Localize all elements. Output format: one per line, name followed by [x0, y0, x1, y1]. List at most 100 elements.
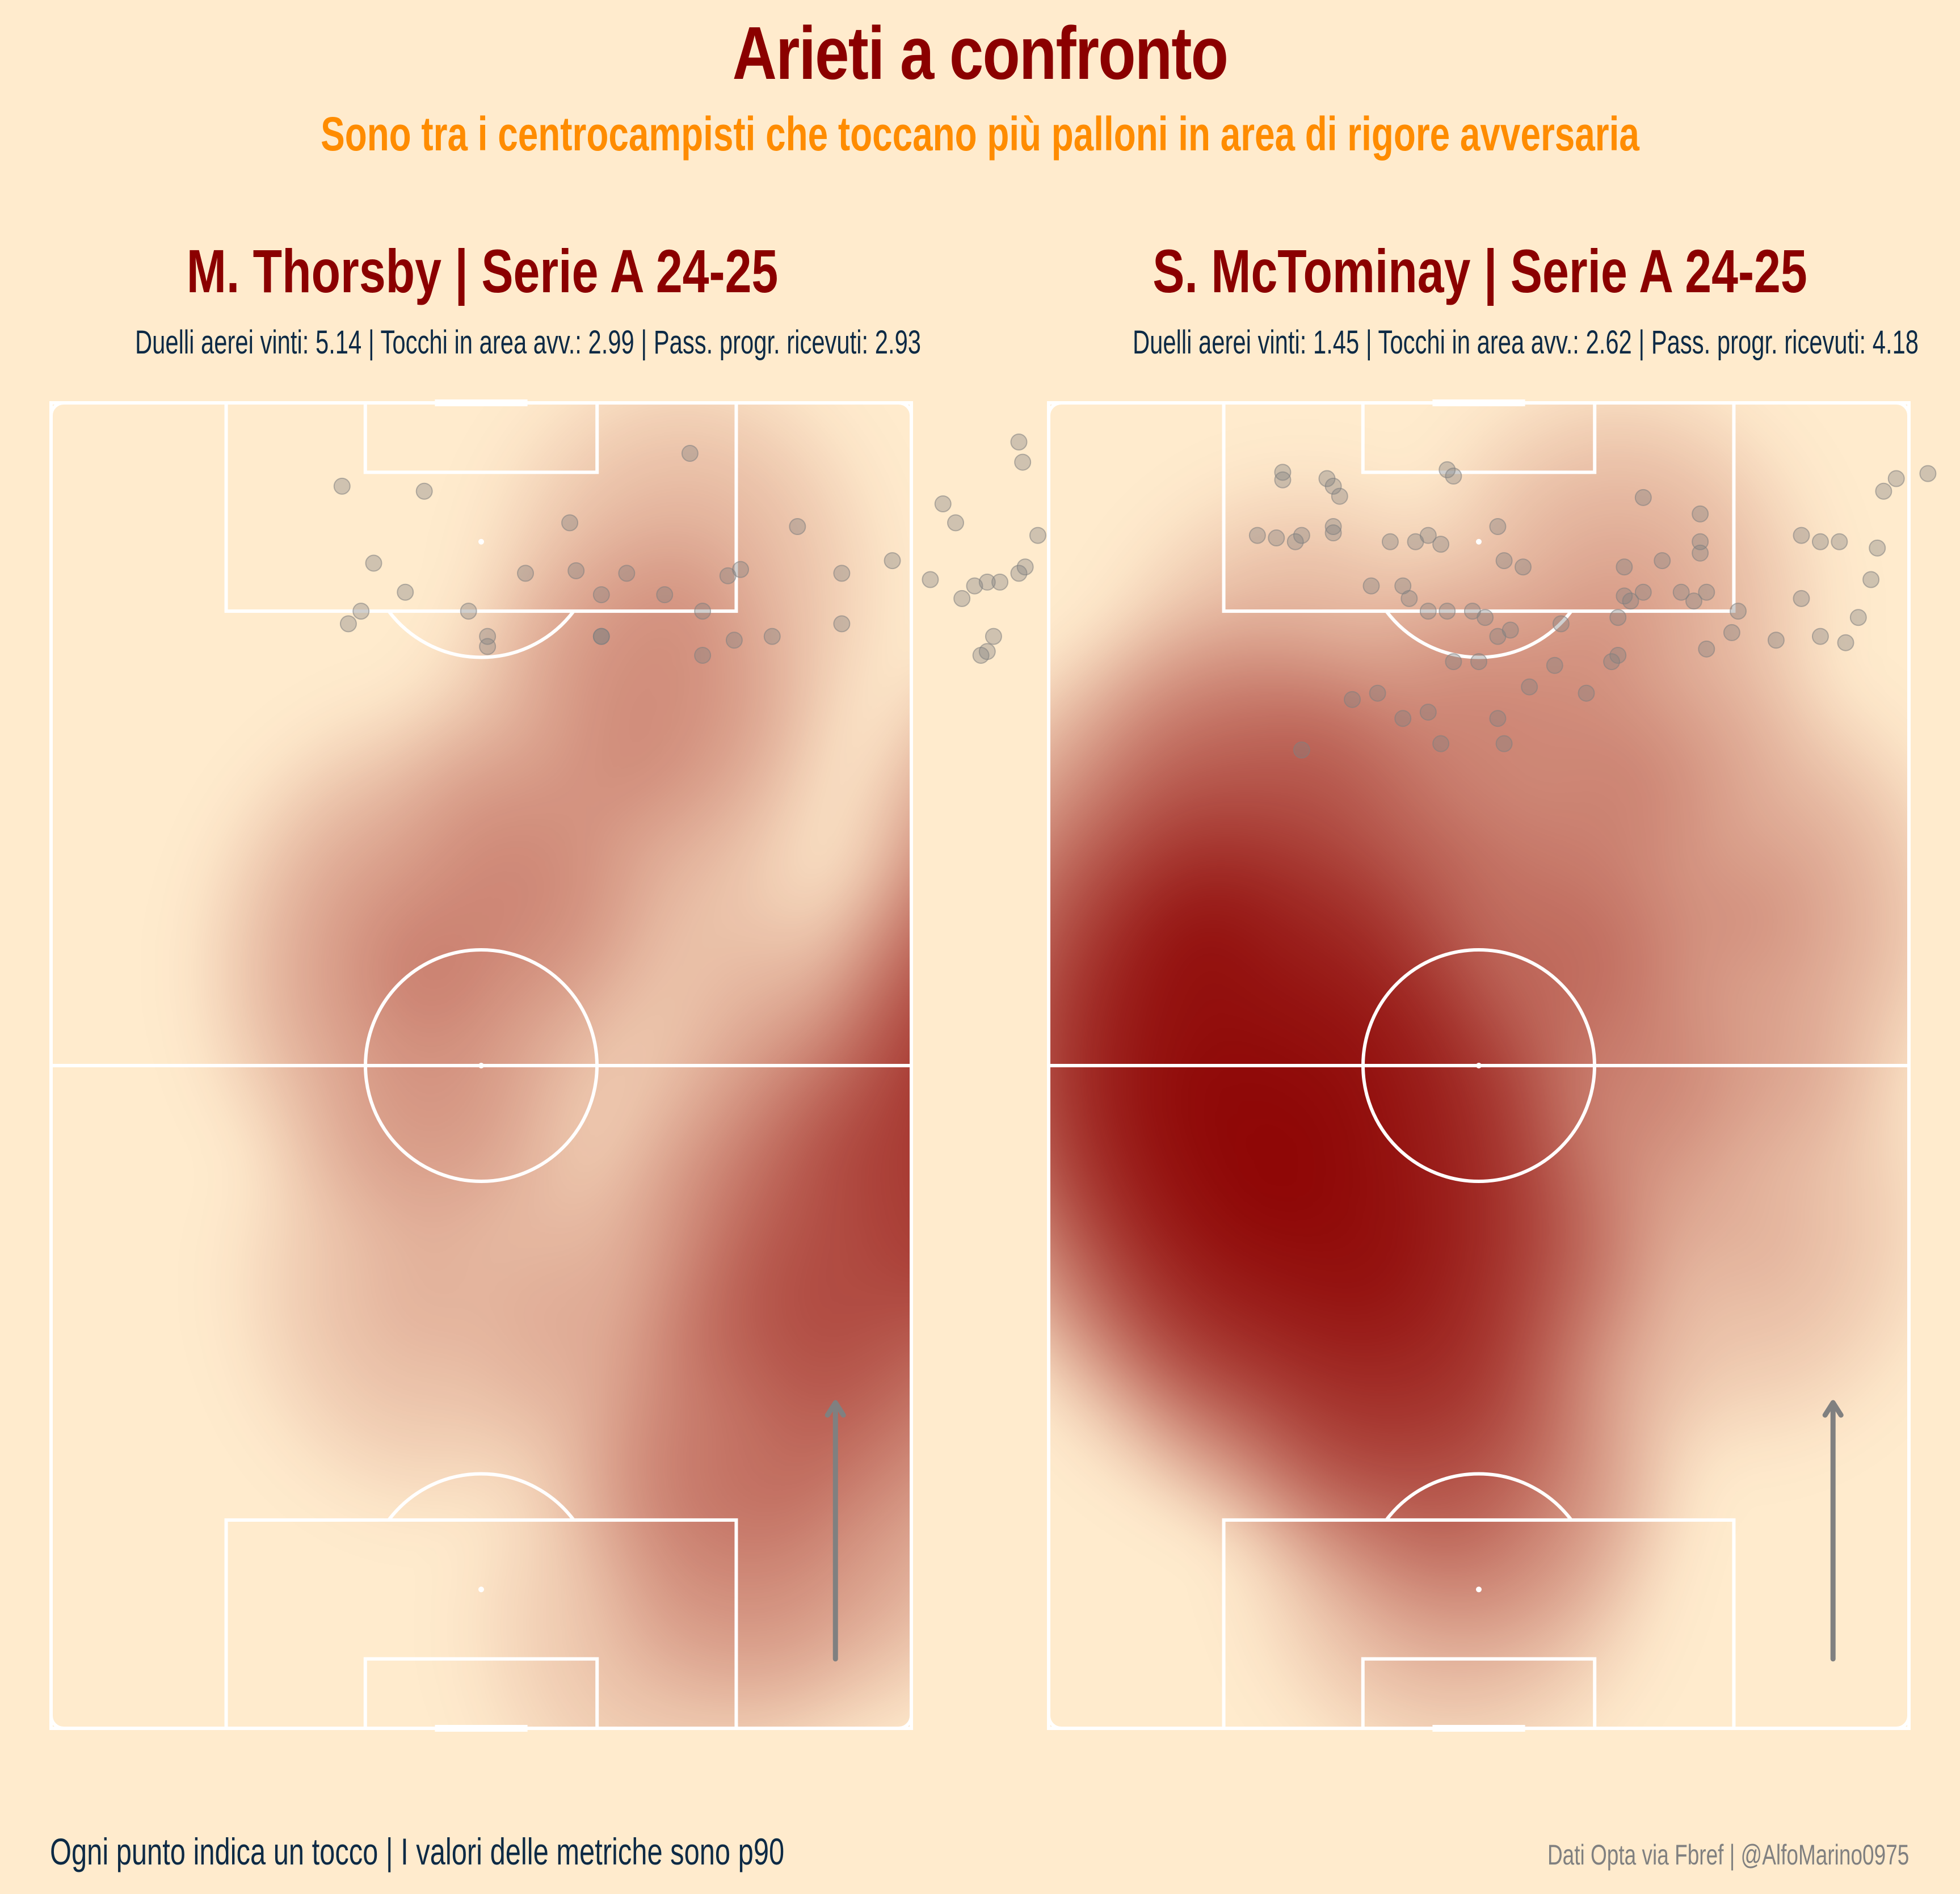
touch-point: [1331, 487, 1348, 505]
touch-point: [966, 577, 983, 595]
footer-credits: Dati Opta via Fbref | @AlfoMarino0975: [1547, 1839, 1909, 1871]
touch-points: [333, 433, 1046, 664]
touch-point: [833, 565, 851, 582]
touch-point: [978, 573, 996, 591]
touch-point: [561, 514, 579, 532]
touch-point: [953, 590, 971, 607]
penalty-arc: [1385, 610, 1573, 659]
penalty-arc: [1385, 1472, 1573, 1521]
touch-point: [1672, 583, 1690, 601]
touch-point: [1344, 691, 1361, 708]
touch-point: [1515, 558, 1532, 576]
touch-point: [352, 603, 370, 620]
heat-blob: [215, 1039, 646, 1534]
panel-title-thorsby: M. Thorsby | Serie A 24-25: [186, 237, 779, 305]
touch-point: [833, 615, 851, 633]
touch-point: [1698, 583, 1715, 601]
touch-point: [1286, 533, 1304, 550]
penalty-arc: [387, 610, 575, 659]
heat-blob: [1074, 456, 1530, 980]
touch-point: [1730, 603, 1747, 620]
touch-point: [1723, 624, 1740, 641]
touch-point: [1495, 735, 1513, 752]
chart-title: Arieti a confronto: [732, 11, 1229, 95]
touch-point: [991, 573, 1009, 591]
pitch-lines: [1047, 399, 1911, 1732]
centre-circle: [364, 948, 599, 1183]
penalty-spot: [1476, 1586, 1482, 1593]
corner-arc: [1047, 1715, 1062, 1730]
heat-blob: [449, 1387, 867, 1728]
touch-point: [1489, 710, 1507, 727]
touch-point: [415, 482, 433, 500]
touch-point: [1248, 527, 1266, 544]
touch-point: [1698, 640, 1715, 658]
touch-point: [1029, 527, 1046, 544]
touch-point: [1477, 609, 1494, 626]
touch-point: [1622, 592, 1639, 610]
touch-point: [681, 444, 699, 462]
touch-point: [567, 562, 585, 579]
touch-point: [1869, 539, 1886, 557]
touch-point: [1634, 583, 1652, 601]
corner-arc: [898, 401, 913, 416]
touch-point: [1324, 518, 1342, 536]
touch-point: [725, 632, 743, 649]
touch-point: [1419, 527, 1437, 544]
touch-point: [1692, 505, 1709, 523]
touch-point: [1274, 471, 1292, 489]
touch-point: [1445, 468, 1462, 485]
touch-point: [1419, 704, 1437, 721]
touch-point: [1268, 529, 1285, 547]
touch-point: [1603, 653, 1621, 671]
pitch-heatmap-mctominay: [1047, 399, 1937, 1732]
touch-point: [732, 561, 750, 578]
touch-point: [1634, 489, 1652, 506]
touch-point: [1016, 558, 1034, 576]
touch-point: [947, 514, 965, 532]
touch-point: [1381, 533, 1399, 550]
touch-point: [1394, 710, 1412, 727]
touch-point: [1767, 632, 1785, 649]
touch-point: [1552, 615, 1570, 633]
touch-point: [1445, 653, 1462, 671]
touch-point: [1439, 603, 1456, 620]
touch-point: [339, 615, 357, 633]
arrow-head: [825, 1400, 846, 1418]
touch-point: [1831, 533, 1848, 550]
touch-point: [1837, 634, 1854, 651]
touch-point: [1324, 524, 1342, 542]
touch-point: [1432, 536, 1450, 553]
touch-point: [1470, 653, 1487, 671]
touch-point: [1685, 592, 1702, 610]
touch-point: [1609, 646, 1627, 664]
centre-spot: [1476, 1063, 1482, 1068]
touch-point: [1362, 577, 1380, 595]
touch-point: [1919, 465, 1937, 482]
touch-point: [479, 628, 497, 645]
touch-point: [1501, 621, 1519, 639]
touch-point: [1811, 533, 1829, 550]
touch-point: [1875, 482, 1892, 500]
touch-point: [1521, 678, 1538, 696]
touch-point: [972, 646, 990, 664]
corner-arc: [898, 1715, 913, 1730]
corner-arc: [49, 1715, 64, 1730]
heatmap: [184, 403, 911, 1728]
touch-point: [1369, 684, 1386, 702]
touch-point: [1849, 609, 1867, 626]
touch-point: [1010, 433, 1028, 451]
touch-point: [1654, 552, 1671, 570]
panel-stats-thorsby: Duelli aerei vinti: 5.14 | Tocchi in are…: [135, 324, 922, 361]
heat-blob: [1529, 976, 1909, 1471]
touch-point: [592, 586, 610, 604]
touch-point: [397, 583, 414, 601]
panel-stats-mctominay: Duelli aerei vinti: 1.45 | Tocchi in are…: [1133, 324, 1919, 361]
touch-point: [656, 586, 674, 604]
touch-point: [694, 603, 712, 620]
penalty-arc: [387, 1472, 575, 1521]
heatmap: [1049, 403, 1909, 1728]
touch-point: [1014, 453, 1032, 471]
penalty-spot: [478, 1586, 484, 1593]
touch-point: [1489, 518, 1507, 536]
